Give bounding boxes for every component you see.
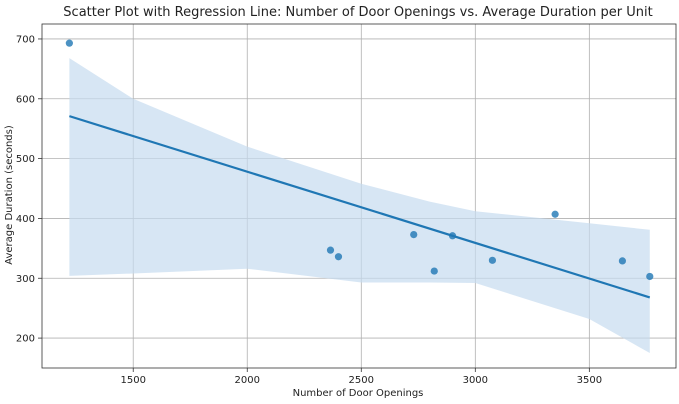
data-point [488, 256, 497, 264]
data-point [65, 39, 73, 47]
y-tick-label: 600 [16, 94, 35, 105]
y-tick-label: 400 [16, 214, 35, 225]
regression-line [69, 115, 651, 299]
x-tick-label: 2500 [349, 375, 374, 386]
data-point [448, 232, 457, 240]
data-point [326, 246, 335, 254]
x-tick-label: 1500 [120, 375, 145, 386]
plot-area: 1500 2000 2500 3000 3500 200 300 400 500 600 700 [16, 23, 677, 386]
x-tick-label: 3500 [577, 375, 602, 386]
y-tick-label: 700 [16, 34, 35, 45]
x-tick-label: 2000 [235, 375, 260, 386]
y-tick-label: 300 [16, 274, 35, 285]
y-tick-label: 500 [16, 154, 35, 165]
data-point [430, 267, 438, 275]
data-point [551, 210, 559, 218]
data-point [618, 257, 627, 265]
x-axis-label: Number of Door Openings [293, 388, 424, 399]
y-axis-label: Average Duration (seconds) [4, 125, 15, 265]
confidence-band [69, 58, 650, 354]
data-point [334, 253, 343, 261]
y-tick-label: 200 [16, 334, 35, 345]
chart-title: Scatter Plot with Regression Line: Numbe… [63, 5, 652, 20]
data-point [410, 230, 418, 239]
plot-frame [41, 23, 677, 369]
x-tick-label: 3000 [463, 375, 488, 386]
data-point [646, 272, 654, 281]
